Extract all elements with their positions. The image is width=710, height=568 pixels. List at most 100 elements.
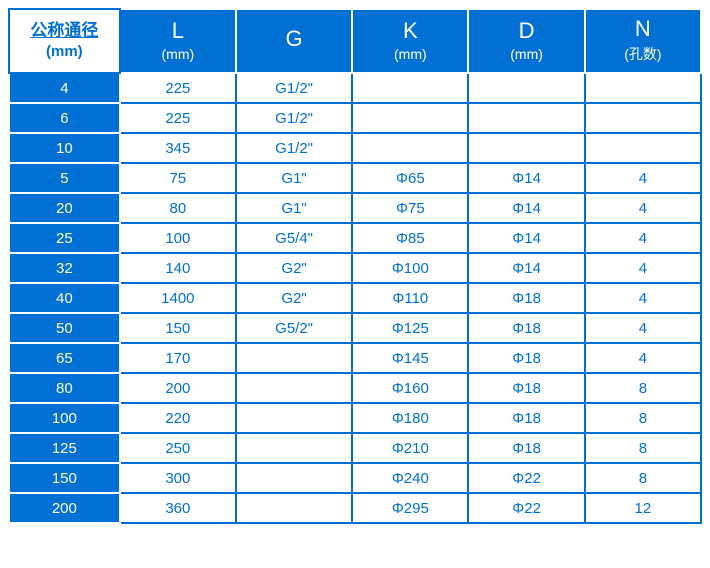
data-cell-K — [352, 73, 468, 103]
dimension-table-container: 公称通径 (mm) L (mm) G K (mm) D (mm) — [0, 0, 710, 532]
data-cell-L: 100 — [120, 223, 236, 253]
row-header-cell: 4 — [9, 73, 120, 103]
D-header-main: D — [473, 18, 579, 44]
N-header-main: N — [590, 16, 696, 42]
data-cell-L: 140 — [120, 253, 236, 283]
dn-header-link[interactable]: 公称通径 — [30, 21, 98, 40]
table-row: 100220Φ180Φ188 — [9, 403, 701, 433]
data-cell-G — [236, 463, 352, 493]
data-cell-N: 8 — [585, 373, 701, 403]
data-cell-K: Φ100 — [352, 253, 468, 283]
data-cell-L: 200 — [120, 373, 236, 403]
table-body: 4225G1/2"6225G1/2"10345G1/2"575G1"Φ65Φ14… — [9, 73, 701, 523]
data-cell-N: 8 — [585, 463, 701, 493]
row-header-cell: 6 — [9, 103, 120, 133]
col-header-dn: 公称通径 (mm) — [9, 9, 120, 73]
table-row: 2080G1"Φ75Φ144 — [9, 193, 701, 223]
K-header-sub: (mm) — [357, 46, 463, 62]
data-cell-D: Φ18 — [468, 433, 584, 463]
data-cell-N: 8 — [585, 433, 701, 463]
data-cell-D: Φ18 — [468, 403, 584, 433]
data-cell-L: 300 — [120, 463, 236, 493]
table-row: 50150G5/2"Φ125Φ184 — [9, 313, 701, 343]
col-header-L: L (mm) — [120, 9, 236, 73]
table-row: 401400G2"Φ110Φ184 — [9, 283, 701, 313]
data-cell-G — [236, 433, 352, 463]
table-row: 65170Φ145Φ184 — [9, 343, 701, 373]
table-row: 25100G5/4"Φ85Φ144 — [9, 223, 701, 253]
data-cell-G — [236, 343, 352, 373]
data-cell-G: G1" — [236, 163, 352, 193]
L-header-main: L — [125, 18, 231, 44]
data-cell-G — [236, 403, 352, 433]
data-cell-L: 1400 — [120, 283, 236, 313]
data-cell-N — [585, 73, 701, 103]
data-cell-G: G1/2" — [236, 73, 352, 103]
row-header-cell: 32 — [9, 253, 120, 283]
L-header-sub: (mm) — [125, 46, 231, 62]
row-header-cell: 200 — [9, 493, 120, 523]
data-cell-L: 225 — [120, 103, 236, 133]
data-cell-G — [236, 493, 352, 523]
data-cell-D: Φ18 — [468, 283, 584, 313]
data-cell-L: 80 — [120, 193, 236, 223]
data-cell-K: Φ85 — [352, 223, 468, 253]
data-cell-N: 8 — [585, 403, 701, 433]
data-cell-K — [352, 133, 468, 163]
row-header-cell: 50 — [9, 313, 120, 343]
row-header-cell: 20 — [9, 193, 120, 223]
table-row: 10345G1/2" — [9, 133, 701, 163]
data-cell-L: 345 — [120, 133, 236, 163]
data-cell-D: Φ14 — [468, 193, 584, 223]
data-cell-K: Φ110 — [352, 283, 468, 313]
data-cell-N: 4 — [585, 223, 701, 253]
data-cell-L: 225 — [120, 73, 236, 103]
data-cell-D: Φ18 — [468, 313, 584, 343]
data-cell-N: 12 — [585, 493, 701, 523]
table-row: 125250Φ210Φ188 — [9, 433, 701, 463]
col-header-K: K (mm) — [352, 9, 468, 73]
data-cell-K: Φ180 — [352, 403, 468, 433]
data-cell-L: 75 — [120, 163, 236, 193]
data-cell-D: Φ22 — [468, 463, 584, 493]
data-cell-G: G2" — [236, 253, 352, 283]
data-cell-G: G5/2" — [236, 313, 352, 343]
G-header-main: G — [241, 26, 347, 52]
data-cell-K: Φ240 — [352, 463, 468, 493]
data-cell-L: 150 — [120, 313, 236, 343]
row-header-cell: 25 — [9, 223, 120, 253]
K-header-main: K — [357, 18, 463, 44]
row-header-cell: 10 — [9, 133, 120, 163]
data-cell-G: G1/2" — [236, 133, 352, 163]
data-cell-D: Φ18 — [468, 343, 584, 373]
row-header-cell: 5 — [9, 163, 120, 193]
row-header-cell: 125 — [9, 433, 120, 463]
col-header-D: D (mm) — [468, 9, 584, 73]
table-row: 575G1"Φ65Φ144 — [9, 163, 701, 193]
D-header-sub: (mm) — [473, 46, 579, 62]
data-cell-K: Φ145 — [352, 343, 468, 373]
data-cell-N: 4 — [585, 253, 701, 283]
table-header-row: 公称通径 (mm) L (mm) G K (mm) D (mm) — [9, 9, 701, 73]
data-cell-D — [468, 103, 584, 133]
row-header-cell: 80 — [9, 373, 120, 403]
data-cell-D: Φ18 — [468, 373, 584, 403]
row-header-cell: 40 — [9, 283, 120, 313]
data-cell-N — [585, 133, 701, 163]
data-cell-K: Φ65 — [352, 163, 468, 193]
data-cell-K: Φ75 — [352, 193, 468, 223]
row-header-cell: 65 — [9, 343, 120, 373]
data-cell-K: Φ210 — [352, 433, 468, 463]
data-cell-D — [468, 133, 584, 163]
data-cell-K: Φ125 — [352, 313, 468, 343]
data-cell-K: Φ295 — [352, 493, 468, 523]
data-cell-D: Φ14 — [468, 163, 584, 193]
data-cell-D: Φ14 — [468, 223, 584, 253]
data-cell-N — [585, 103, 701, 133]
row-header-cell: 150 — [9, 463, 120, 493]
data-cell-G: G1/2" — [236, 103, 352, 133]
data-cell-N: 4 — [585, 313, 701, 343]
data-cell-L: 220 — [120, 403, 236, 433]
data-cell-N: 4 — [585, 193, 701, 223]
data-cell-G — [236, 373, 352, 403]
